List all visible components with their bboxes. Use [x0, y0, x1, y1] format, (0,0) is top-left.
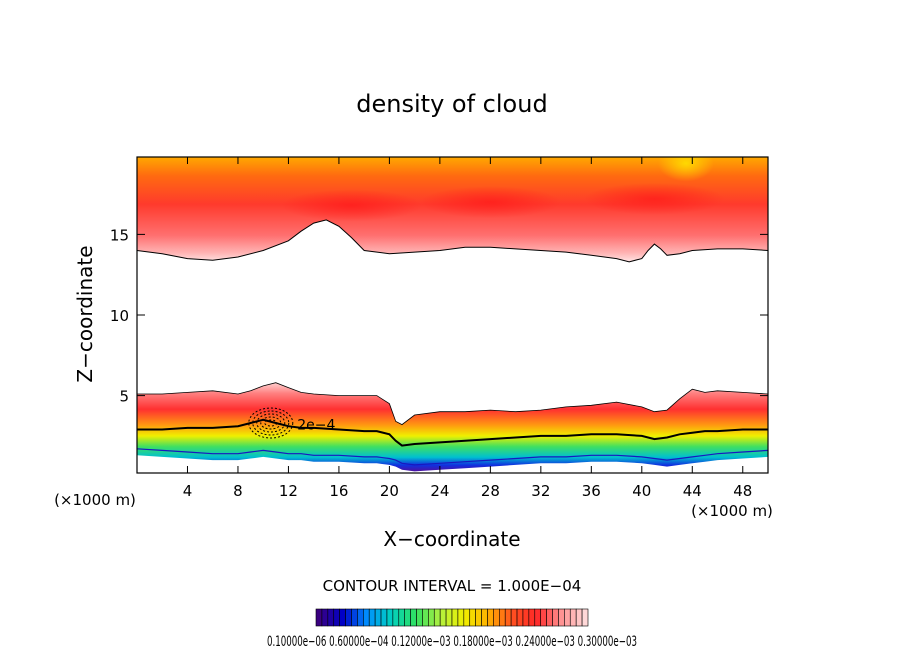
colorbar-cell	[386, 608, 394, 627]
colorbar-cell	[540, 608, 547, 627]
colorbar-cell	[345, 608, 352, 627]
lower-base-contour	[137, 448, 768, 466]
colorbar-cell	[339, 608, 346, 627]
chart-title: density of cloud	[356, 90, 547, 118]
x-tick-label: 32	[531, 482, 550, 500]
colorbar-cell	[487, 608, 494, 627]
colorbar-cell	[475, 608, 482, 627]
colorbar-cell	[363, 608, 370, 627]
dashed-contour-ring	[252, 410, 290, 436]
x-unit-right: (×1000 m)	[691, 502, 773, 520]
colorbar-cell	[569, 608, 577, 627]
colorbar-cell	[422, 608, 429, 627]
colorbar-cell	[315, 608, 323, 627]
colorbar-cell	[380, 608, 388, 627]
dashed-contour-ring	[256, 413, 286, 433]
colorbar-cell	[392, 608, 400, 627]
colorbar-cell	[493, 608, 500, 627]
x-tick-label: 8	[233, 482, 243, 500]
colorbar-cell	[433, 608, 441, 627]
upper-hot-spot-0	[281, 189, 422, 222]
y-tick-label: 15	[110, 226, 129, 244]
colorbar-cell	[374, 608, 382, 627]
colorbar-cell	[522, 608, 530, 627]
colorbar-cell	[457, 608, 465, 627]
contour-2e-4-line	[137, 418, 768, 447]
colorbar-cell	[368, 608, 376, 627]
colorbar-cell	[333, 608, 340, 627]
plot-area: 2e−4	[137, 157, 768, 472]
upper-hot-spot-2	[584, 182, 725, 215]
x-tick-label: 24	[430, 482, 449, 500]
dashed-contour-ring	[260, 416, 282, 430]
colorbar-cell	[321, 608, 329, 627]
x-axis-ticks: 4 8 12 16 20 24 28 32 36 40 44 48	[183, 157, 752, 500]
colorbar-cell	[445, 608, 453, 627]
upper-contour-line	[137, 219, 768, 263]
colorbar-cell	[451, 608, 459, 627]
x-tick-label: 16	[329, 482, 348, 500]
colorbar-cell	[552, 608, 559, 627]
colorbar-cell	[534, 608, 541, 627]
contour-interval-text: CONTOUR INTERVAL = 1.000E−04	[323, 577, 582, 595]
upper-yellow-spot	[657, 157, 714, 182]
x-tick-label: 44	[683, 482, 702, 500]
colorbar-cell	[410, 608, 417, 627]
y-tick-label: 5	[119, 388, 129, 406]
colorbar-cell	[481, 608, 488, 627]
dashed-contour-ring	[264, 419, 278, 427]
colorbar-cell	[558, 608, 565, 627]
dashed-contour-ring	[248, 407, 294, 439]
x-tick-label: 40	[632, 482, 651, 500]
lower-top-contour	[137, 382, 768, 426]
y-axis-ticks: 5 10 15	[110, 226, 768, 406]
colorbar-cell	[510, 608, 518, 627]
colorbar-cell	[351, 608, 358, 627]
colorbar-cell	[398, 608, 405, 627]
x-tick-label: 36	[582, 482, 601, 500]
colorbar-cell	[499, 608, 506, 627]
colorbar-cell	[575, 608, 583, 627]
colorbar-cell	[439, 608, 447, 627]
colorbar-cell	[469, 608, 476, 627]
colorbar-cell	[428, 608, 435, 627]
contour-label-2e-4: 2e−4	[297, 418, 335, 434]
x-tick-label: 48	[733, 482, 752, 500]
y-axis-label: Z−coordinate	[73, 245, 97, 382]
x-unit-left: (×1000 m)	[54, 491, 136, 509]
colorbar-cell	[564, 608, 571, 627]
x-tick-label: 12	[279, 482, 298, 500]
colorbar	[315, 608, 589, 627]
x-axis-label: X−coordinate	[383, 527, 520, 551]
x-tick-label: 28	[481, 482, 500, 500]
upper-hot-spot-1	[420, 186, 561, 219]
colorbar-cell	[528, 608, 536, 627]
x-tick-label: 4	[183, 482, 193, 500]
colorbar-cell	[546, 608, 553, 627]
x-tick-label: 20	[380, 482, 399, 500]
colorbar-cell	[416, 608, 423, 627]
colorbar-cell	[327, 608, 335, 627]
colorbar-cell	[357, 608, 364, 627]
colorbar-cell	[504, 608, 512, 627]
colorbar-labels: 0.10000e−06 0.60000e−04 0.12000e−03 0.18…	[267, 634, 637, 650]
colorbar-cell	[404, 608, 411, 627]
colorbar-cell	[516, 608, 524, 627]
lower-cloud-layer	[137, 382, 768, 472]
y-tick-label: 10	[110, 307, 129, 325]
colorbar-cell	[463, 608, 471, 627]
colorbar-cell	[581, 608, 589, 627]
